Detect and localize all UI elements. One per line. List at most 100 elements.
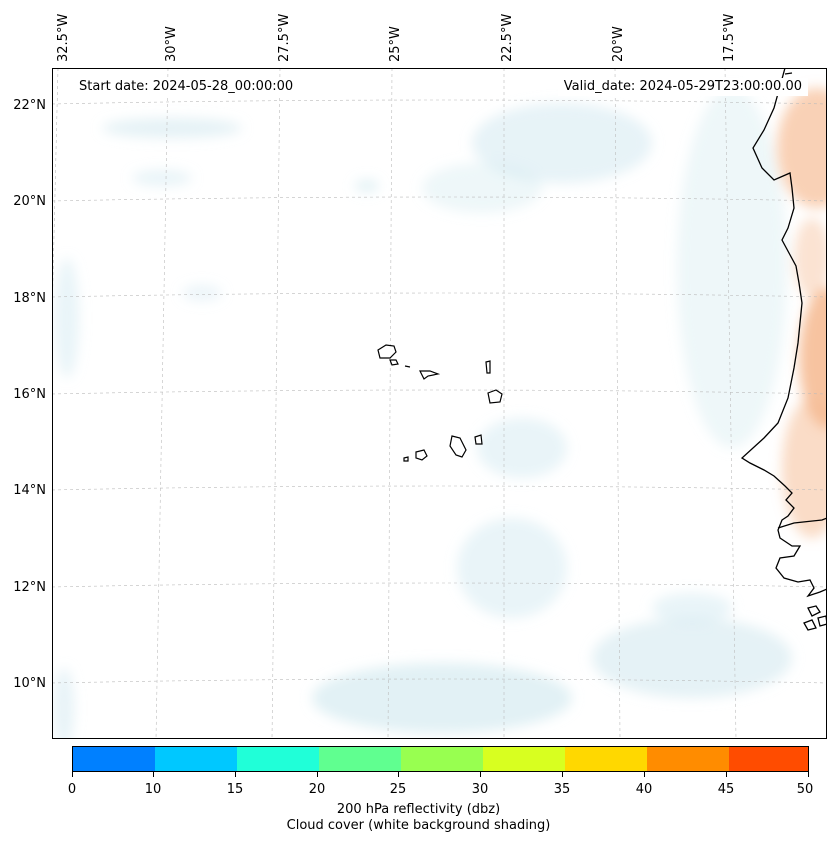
parallel-10n (53, 678, 826, 684)
colorbar-tick (562, 772, 563, 777)
meridian-25w (387, 69, 393, 738)
island-sao-nicolau (419, 370, 441, 380)
colorbar-segment-35-40 (565, 747, 647, 771)
colorbar-segment-15-20 (237, 747, 319, 771)
colorbar-tick-label: 50 (796, 782, 814, 797)
bissagos-island (807, 605, 821, 617)
lat-label-16n: 16°N (13, 387, 46, 402)
colorbar-segment-40-45 (647, 747, 729, 771)
colorbar-tick (808, 772, 809, 777)
colorbar-tick-label: 0 (67, 782, 77, 797)
parallel-18n (53, 292, 826, 298)
colorbar-tick (72, 772, 73, 777)
lon-label-27-5w: 27.5°W (277, 13, 292, 62)
cloud-patch (312, 663, 572, 733)
meridian-30w (155, 69, 169, 738)
cloud-patch (55, 258, 79, 378)
lat-label-12n: 12°N (13, 580, 46, 595)
colorbar-tick-label: 40 (635, 782, 653, 797)
colorbar-segment-45-50 (729, 747, 808, 771)
island-brava (403, 456, 409, 462)
colorbar-tick-label: 30 (471, 782, 489, 797)
lat-label-14n: 14°N (13, 483, 46, 498)
colorbar-subtitle: Cloud cover (white background shading) (286, 818, 551, 833)
cloud-patch (422, 163, 542, 213)
colorbar-tick (726, 772, 727, 777)
lat-label-10n: 10°N (13, 676, 46, 691)
land-patch (777, 88, 826, 208)
valid-date-label: Valid_date: 2024-05-29T23:00:00.00 (557, 78, 808, 96)
colorbar-tick (153, 772, 154, 777)
lon-label-32-5w: 32.5°W (56, 13, 71, 62)
lon-label-25w: 25°W (388, 26, 403, 62)
meridian-17-5w (724, 69, 737, 738)
island-sal (485, 360, 491, 374)
cloud-patch (182, 285, 222, 301)
cloud-patch (102, 118, 242, 138)
cape-verde-islands (377, 344, 503, 462)
lon-label-20w: 20°W (611, 26, 626, 62)
colorbar-tick-label: 35 (553, 782, 571, 797)
colorbar-tick-label: 45 (717, 782, 735, 797)
lon-label-17-5w: 17.5°W (722, 13, 737, 62)
colorbar-title: 200 hPa reflectivity (dbz) (336, 802, 501, 817)
island-santa-luzia (404, 365, 411, 368)
lat-label-22n: 22°N (13, 98, 46, 113)
cloud-patch (477, 418, 567, 478)
colorbar-tick (317, 772, 318, 777)
land-patch (794, 218, 826, 298)
land-patch (782, 398, 826, 538)
meridian-27-5w (271, 69, 281, 738)
island-santo-antao (377, 344, 397, 359)
island-sao-vicente (389, 359, 399, 366)
colorbar-segment-20-25 (319, 747, 401, 771)
colorbar-tick (235, 772, 236, 777)
colorbar-segment-30-35 (483, 747, 565, 771)
graticule (53, 69, 826, 738)
colorbar-tick (644, 772, 645, 777)
colorbar (72, 746, 809, 772)
cloud-patch (54, 668, 74, 738)
cloud-patch (355, 180, 379, 192)
start-date-label: Start date: 2024-05-28_00:00:00 (73, 78, 300, 96)
colorbar-segment-25-30 (401, 747, 483, 771)
bissagos-island (803, 619, 817, 631)
lon-label-30w: 30°W (164, 26, 179, 62)
colorbar-tick-label: 20 (308, 782, 326, 797)
cloud-patch (472, 103, 652, 183)
bissagos-island (817, 615, 826, 627)
colorbar-tick-label: 25 (389, 782, 407, 797)
parallel-12n (53, 582, 826, 588)
lat-label-20n: 20°N (13, 194, 46, 209)
colorbar-tick-label: 15 (226, 782, 244, 797)
colorbar-segment-0-10 (73, 747, 155, 771)
land-shading (777, 88, 826, 538)
gambia-estuary (777, 517, 826, 529)
colorbar-tick-label: 10 (144, 782, 162, 797)
island-fogo (415, 449, 428, 461)
parallel-16n (53, 389, 826, 395)
cloud-patch (457, 518, 567, 618)
cloud-patch (652, 593, 732, 623)
coast-islet (784, 72, 793, 75)
island-santiago (449, 435, 467, 458)
island-maio (474, 434, 483, 445)
parallel-20n (53, 196, 826, 202)
map-panel[interactable]: Start date: 2024-05-28_00:00:00 Valid_da… (52, 68, 827, 739)
land-patch (799, 288, 826, 428)
meridian-20w (614, 69, 621, 738)
cloud-patch (132, 170, 192, 186)
parallel-22n (53, 99, 826, 105)
cloud-patch (592, 618, 792, 698)
meridian-32-5w (53, 69, 59, 291)
cloud-cover-shading (54, 88, 792, 738)
colorbar-tick (398, 772, 399, 777)
lon-label-22-5w: 22.5°W (500, 13, 515, 62)
map-canvas[interactable] (52, 68, 827, 739)
colorbar-segment-10-15 (155, 747, 237, 771)
lat-label-18n: 18°N (13, 291, 46, 306)
colorbar-tick (480, 772, 481, 777)
parallel-14n (53, 485, 826, 491)
coastline (740, 69, 826, 631)
cloud-patch (677, 88, 787, 448)
